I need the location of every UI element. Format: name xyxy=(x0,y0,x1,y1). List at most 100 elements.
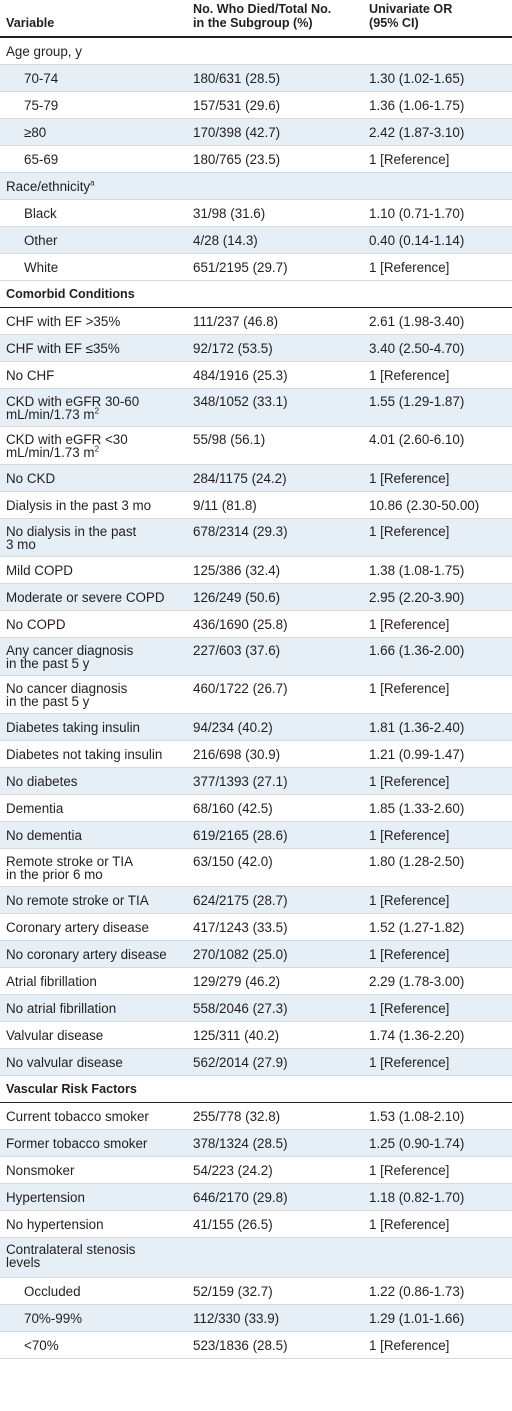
odds-ratio-cell: 1.80 (1.28-2.50) xyxy=(361,848,512,887)
variable-label: Dialysis in the past 3 mo xyxy=(6,497,152,513)
died-total-cell: 378/1324 (28.5) xyxy=(185,1129,361,1157)
odds-ratio-cell: 1 [Reference] xyxy=(361,253,512,281)
died-total-cell: 377/1393 (27.1) xyxy=(185,767,361,795)
variable-label: No diabetes xyxy=(6,773,78,789)
died-total-cell xyxy=(185,172,361,200)
variable-label: Age group, y xyxy=(6,44,82,59)
variable-label: Other xyxy=(24,232,58,248)
variable-cell: Dementia xyxy=(0,794,185,822)
variable-label: Diabetes taking insulin xyxy=(6,719,140,735)
variable-label: Former tobacco smoker xyxy=(6,1135,148,1151)
table-row: No atrial fibrillation 558/2046 (27.3) 1 [… xyxy=(0,994,512,1022)
table-row: Atrial fibrillation 129/279 (46.2) 2.29 (1… xyxy=(0,967,512,995)
variable-cell: Moderate or severe COPD xyxy=(0,583,185,611)
variable-label: Valvular disease xyxy=(6,1027,104,1043)
variable-cell: No cancer diagnosis in the past 5 y xyxy=(0,675,185,714)
table-row: Current tobacco smoker 255/778 (32.8) 1.53… xyxy=(0,1102,512,1130)
variable-label: Atrial fibrillation xyxy=(6,973,97,989)
variable-cell: No dialysis in the past 3 mo xyxy=(0,518,185,557)
variable-cell: CHF with EF ≤35% xyxy=(0,334,185,362)
died-total-cell: 157/531 (29.6) xyxy=(185,91,361,119)
variable-cell: Diabetes taking insulin xyxy=(0,713,185,741)
variable-cell: Atrial fibrillation xyxy=(0,967,185,995)
group-label-row: Contralateral stenosis levels xyxy=(0,1237,512,1278)
variable-cell: No CHF xyxy=(0,361,185,389)
variable-cell: 75-79 xyxy=(0,91,185,119)
died-total-cell: 216/698 (30.9) xyxy=(185,740,361,768)
odds-ratio-cell: 2.42 (1.87-3.10) xyxy=(361,118,512,146)
variable-cell: ≥80 xyxy=(0,118,185,146)
footnote-marker: 2 xyxy=(94,444,100,454)
table-row: Other 4/28 (14.3) 0.40 (0.14-1.14) xyxy=(0,226,512,254)
variable-cell: Coronary artery disease xyxy=(0,913,185,941)
variable-cell: 65-69 xyxy=(0,145,185,173)
died-total-cell: 170/398 (42.7) xyxy=(185,118,361,146)
odds-ratio-cell: 1.74 (1.36-2.20) xyxy=(361,1021,512,1049)
table-row: Mild COPD 125/386 (32.4) 1.38 (1.08-1.75) xyxy=(0,556,512,584)
died-total-cell: 270/1082 (25.0) xyxy=(185,940,361,968)
variable-label: Coronary artery disease xyxy=(6,919,149,935)
odds-ratio-cell: 1.30 (1.02-1.65) xyxy=(361,64,512,92)
table-row: Diabetes taking insulin 94/234 (40.2) 1.81… xyxy=(0,713,512,741)
variable-label: Current tobacco smoker xyxy=(6,1108,149,1124)
variable-cell: No diabetes xyxy=(0,767,185,795)
odds-ratio-cell: 1.66 (1.36-2.00) xyxy=(361,637,512,676)
odds-ratio-cell: 2.95 (2.20-3.90) xyxy=(361,583,512,611)
odds-ratio-cell: 10.86 (2.30-50.00) xyxy=(361,491,512,519)
variable-cell: Diabetes not taking insulin xyxy=(0,740,185,768)
odds-ratio-cell: 2.29 (1.78-3.00) xyxy=(361,967,512,995)
table-row: 75-79 157/531 (29.6) 1.36 (1.06-1.75) xyxy=(0,91,512,119)
variable-label: Moderate or severe COPD xyxy=(6,589,165,605)
variable-label: No CKD xyxy=(6,470,56,486)
variable-cell: Mild COPD xyxy=(0,556,185,584)
variable-label: Occluded xyxy=(24,1283,81,1299)
section-title: Comorbid Conditions xyxy=(0,280,512,308)
variable-label: No dialysis in the past 3 mo xyxy=(6,523,137,552)
table-row: No CKD 284/1175 (24.2) 1 [Reference] xyxy=(0,464,512,492)
odds-ratio-cell xyxy=(361,37,512,65)
variable-cell: Former tobacco smoker xyxy=(0,1129,185,1157)
variable-label: Diabetes not taking insulin xyxy=(6,746,163,762)
variable-cell: Age group, y xyxy=(0,37,185,65)
section-header-row: Comorbid Conditions xyxy=(0,280,512,308)
table-row: ≥80 170/398 (42.7) 2.42 (1.87-3.10) xyxy=(0,118,512,146)
variable-label: Hypertension xyxy=(6,1189,85,1205)
odds-ratio-cell: 1.81 (1.36-2.40) xyxy=(361,713,512,741)
died-total-cell: 255/778 (32.8) xyxy=(185,1102,361,1130)
died-total-cell: 92/172 (53.5) xyxy=(185,334,361,362)
group-label-row: Age group, y xyxy=(0,37,512,65)
died-total-cell: 624/2175 (28.7) xyxy=(185,886,361,914)
variable-label: Mild COPD xyxy=(6,562,73,578)
died-total-cell: 129/279 (46.2) xyxy=(185,967,361,995)
variable-label: Remote stroke or TIA in the prior 6 mo xyxy=(6,853,134,882)
table-row: <70% 523/1836 (28.5) 1 [Reference] xyxy=(0,1331,512,1359)
variable-cell: Race/ethnicitya xyxy=(0,172,185,200)
died-total-cell: 94/234 (40.2) xyxy=(185,713,361,741)
variable-label: 65-69 xyxy=(24,151,59,167)
died-total-cell: 348/1052 (33.1) xyxy=(185,388,361,427)
odds-ratio-cell: 1 [Reference] xyxy=(361,610,512,638)
variable-cell: Any cancer diagnosis in the past 5 y xyxy=(0,637,185,676)
variable-label: Race/ethnicity xyxy=(6,178,91,194)
died-total-cell: 112/330 (33.9) xyxy=(185,1304,361,1332)
died-total-cell: 227/603 (37.6) xyxy=(185,637,361,676)
table-row: Occluded 52/159 (32.7) 1.22 (0.86-1.73) xyxy=(0,1277,512,1305)
table-row: No remote stroke or TIA 624/2175 (28.7) 1 … xyxy=(0,886,512,914)
odds-ratio-cell: 1.18 (0.82-1.70) xyxy=(361,1183,512,1211)
variable-cell: <70% xyxy=(0,1331,185,1359)
table-row: Coronary artery disease 417/1243 (33.5) 1.… xyxy=(0,913,512,941)
variable-cell: No atrial fibrillation xyxy=(0,994,185,1022)
variable-label: No hypertension xyxy=(6,1216,104,1232)
table-row: Any cancer diagnosis in the past 5 y 227/… xyxy=(0,637,512,676)
died-total-cell: 9/11 (81.8) xyxy=(185,491,361,519)
table-row: CHF with EF ≤35% 92/172 (53.5) 3.40 (2.50-… xyxy=(0,334,512,362)
died-total-cell: 651/2195 (29.7) xyxy=(185,253,361,281)
table-row: Nonsmoker 54/223 (24.2) 1 [Reference] xyxy=(0,1156,512,1184)
table-row: No valvular disease 562/2014 (27.9) 1 [Ref… xyxy=(0,1048,512,1076)
table-row: CHF with EF >35% 111/237 (46.8) 2.61 (1.98… xyxy=(0,307,512,335)
died-total-cell: 4/28 (14.3) xyxy=(185,226,361,254)
odds-ratio-cell: 1 [Reference] xyxy=(361,464,512,492)
table-row: Remote stroke or TIA in the prior 6 mo 63… xyxy=(0,848,512,887)
header-variable: Variable xyxy=(0,0,185,38)
odds-ratio-cell xyxy=(361,1237,512,1278)
